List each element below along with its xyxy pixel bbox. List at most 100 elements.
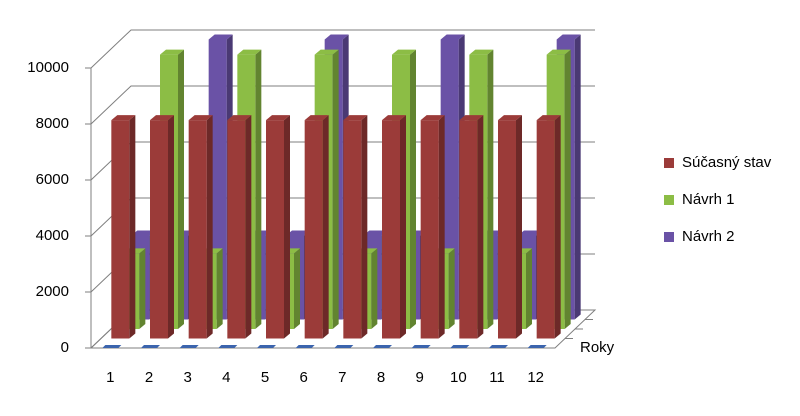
bar-front: [188, 120, 207, 339]
bar-front: [227, 120, 246, 339]
bar-front: [536, 120, 555, 339]
bar-side: [554, 115, 561, 339]
bar-side: [129, 115, 136, 339]
x-tick-label: 12: [527, 369, 544, 386]
bar-front: [266, 120, 284, 339]
bar-top: [111, 115, 136, 121]
bar-top: [304, 115, 329, 121]
bar-side: [139, 248, 146, 329]
bar-side: [448, 248, 455, 329]
grid-line: [90, 29, 595, 69]
bar-side: [487, 49, 494, 329]
bar-top: [237, 49, 262, 55]
bar: [266, 115, 290, 339]
bar-front: [382, 120, 400, 339]
bar-side: [178, 49, 184, 329]
bar-side: [216, 248, 223, 329]
bar-top: [343, 115, 368, 121]
legend-swatch: [664, 232, 674, 242]
y-tick-label: 8000: [36, 115, 69, 132]
bar-top: [363, 230, 388, 236]
floor-marker: [373, 345, 392, 348]
bar-side: [284, 115, 290, 339]
bar-side: [245, 115, 252, 339]
y-tick-label: 2000: [36, 283, 69, 300]
y-tick-label: 10000: [27, 59, 69, 76]
x-tick-label: 2: [145, 369, 153, 386]
bar-side: [400, 115, 406, 339]
bar-top: [131, 230, 156, 236]
bar-side: [477, 115, 484, 339]
bar-side: [574, 34, 581, 320]
bar-front: [304, 120, 323, 339]
floor-marker: [179, 345, 199, 348]
x-tick-label: 11: [489, 369, 505, 386]
bar-top: [392, 49, 416, 55]
legend-label: Návrh 2: [682, 228, 735, 245]
bar-front: [150, 120, 168, 339]
bar-top: [498, 115, 522, 121]
y-tick-label: 6000: [36, 171, 69, 188]
x-tick-label: 10: [450, 369, 467, 386]
bar-front: [111, 120, 130, 339]
x-tick-label: 3: [183, 369, 191, 386]
bar-side: [438, 115, 445, 339]
bar-top: [440, 34, 465, 40]
floor-marker: [334, 345, 354, 348]
bar-top: [546, 49, 571, 55]
bar-side: [206, 115, 213, 339]
bar-top: [459, 115, 484, 121]
bar-side: [564, 49, 571, 329]
y-tick-label: 4000: [36, 227, 69, 244]
bar: [343, 115, 368, 339]
bar: [536, 115, 561, 339]
bar: [111, 115, 136, 339]
floor-marker: [450, 345, 470, 348]
bar-top: [160, 49, 184, 55]
floor-marker: [218, 345, 238, 348]
bar: [150, 115, 174, 339]
floor-marker: [411, 345, 431, 348]
floor-marker: [527, 345, 547, 348]
bar-top: [536, 115, 561, 121]
x-tick-label: 1: [106, 369, 114, 386]
bar-side: [322, 115, 329, 339]
bar: [420, 115, 445, 339]
floor-marker: [102, 345, 122, 348]
floor-marker: [141, 345, 160, 348]
bar-top: [556, 34, 581, 40]
bar-side: [255, 49, 262, 329]
bar: [227, 115, 252, 339]
x-tick-label: 9: [415, 369, 423, 386]
bar: [188, 115, 213, 339]
bar-top: [208, 34, 233, 40]
bar-top: [518, 230, 542, 236]
bar-front: [420, 120, 439, 339]
floor-marker: [257, 345, 276, 348]
legend-label: Súčasný stav: [682, 154, 772, 171]
bar-side: [516, 115, 522, 339]
depth-axis-label: Roky: [580, 339, 615, 356]
legend-swatch: [664, 158, 674, 168]
floor-marker: [295, 345, 315, 348]
y-tick-label: 0: [61, 339, 69, 356]
bar-top: [266, 115, 290, 121]
x-tick-label: 6: [299, 369, 307, 386]
bar-top: [420, 115, 445, 121]
legend-label: Návrh 1: [682, 191, 735, 208]
bar-side: [361, 115, 368, 339]
bar: [304, 115, 329, 339]
bar-front: [343, 120, 362, 339]
x-tick-label: 8: [377, 369, 385, 386]
x-tick-label: 4: [222, 369, 230, 386]
floor-marker: [489, 345, 508, 348]
bar-side: [332, 49, 339, 329]
bar-side: [168, 115, 174, 339]
bar-side: [371, 248, 378, 329]
bar-side: [410, 49, 416, 329]
bar-top: [188, 115, 213, 121]
bar-top: [469, 49, 494, 55]
bar-top: [227, 115, 252, 121]
bar-front: [459, 120, 478, 339]
bar-top: [324, 34, 349, 40]
